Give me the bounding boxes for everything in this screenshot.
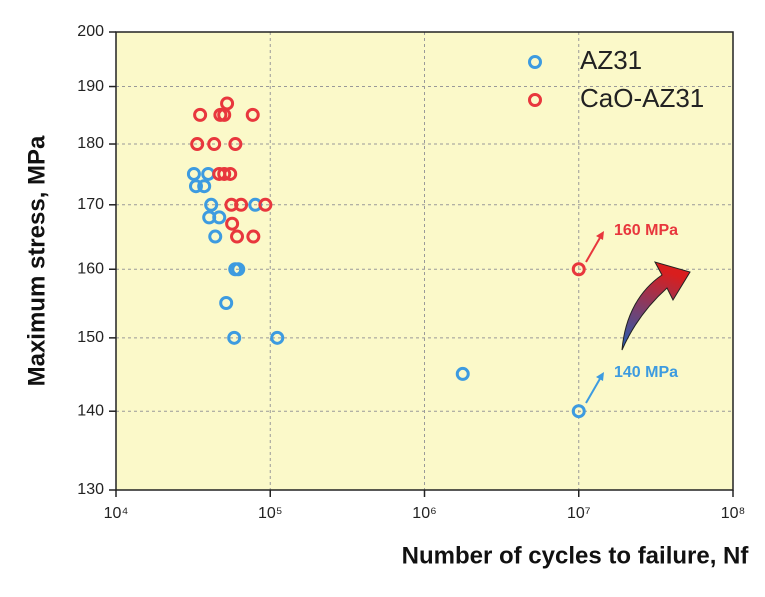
annotation: 160 MPa xyxy=(614,222,678,239)
data-point xyxy=(571,262,586,277)
data-point xyxy=(571,404,586,419)
x-axis-label: Number of cycles to failure, Nf xyxy=(402,542,750,569)
y-tick-label: 190 xyxy=(77,78,104,95)
data-point xyxy=(220,96,235,111)
y-tick-label: 200 xyxy=(77,23,104,40)
data-point xyxy=(230,229,245,244)
trend-arrow xyxy=(621,261,691,351)
data-point xyxy=(219,295,234,310)
data-point xyxy=(234,197,249,212)
data-point xyxy=(228,137,243,152)
y-tick-label: 180 xyxy=(77,135,104,152)
data-point xyxy=(207,137,222,152)
data-point xyxy=(258,197,273,212)
data-point xyxy=(231,262,246,277)
annotation-arrowhead xyxy=(596,231,604,240)
y-tick-label: 140 xyxy=(77,402,104,419)
y-tick-label: 150 xyxy=(77,329,104,346)
data-point xyxy=(223,166,238,181)
legend-label: AZ31 xyxy=(580,45,642,75)
x-tick-label: 10⁸ xyxy=(721,505,746,522)
annotation-arrow xyxy=(585,235,602,263)
legend-label: CaO-AZ31 xyxy=(580,83,704,113)
legend-marker xyxy=(528,55,542,69)
data-point xyxy=(217,166,232,181)
x-tick-label: 10⁶ xyxy=(412,505,436,522)
y-axis-label: Maximum stress, MPa xyxy=(23,135,50,386)
data-point xyxy=(193,107,208,122)
data-point xyxy=(227,330,242,345)
data-point xyxy=(246,229,261,244)
annotation-arrow xyxy=(585,376,602,404)
data-point xyxy=(245,107,260,122)
x-tick-label: 10⁵ xyxy=(258,505,282,522)
y-tick-label: 170 xyxy=(77,196,104,213)
x-tick-label: 10⁴ xyxy=(104,505,129,522)
legend-marker xyxy=(528,93,542,107)
x-tick-label: 10⁷ xyxy=(567,505,591,522)
data-point xyxy=(270,330,285,345)
y-tick-label: 130 xyxy=(77,481,104,498)
data-point xyxy=(197,179,212,194)
data-point xyxy=(212,210,227,225)
annotation-arrowhead xyxy=(596,372,604,381)
data-point xyxy=(188,179,203,194)
y-tick-label: 160 xyxy=(77,260,104,277)
data-point xyxy=(190,137,205,152)
data-point xyxy=(186,166,201,181)
annotation: 140 MPa xyxy=(614,364,678,381)
data-point xyxy=(208,229,223,244)
data-point xyxy=(455,366,470,381)
data-point xyxy=(225,216,240,231)
data-point xyxy=(204,197,219,212)
